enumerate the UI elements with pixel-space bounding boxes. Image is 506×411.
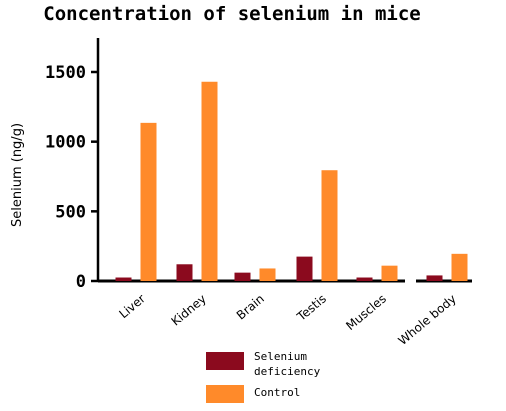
legend-swatch	[206, 385, 244, 403]
legend: Selenium deficiency Control	[206, 350, 321, 403]
x-axis-tick-labels: Liver Kidney Brain Testis Muscles Whole body	[116, 292, 459, 348]
legend-swatch	[206, 352, 244, 370]
bar-control-testis	[321, 170, 338, 281]
bars	[115, 81, 468, 282]
bar-control-brain	[259, 268, 276, 281]
x-tick-label: Kidney	[169, 292, 209, 329]
bar-control-kidney	[201, 81, 218, 282]
legend-label: Control	[254, 386, 300, 399]
x-tick-label: Muscles	[343, 292, 389, 333]
x-tick-label: Testis	[294, 292, 329, 325]
bar-control-liver	[140, 122, 157, 282]
y-tick-label: 1000	[45, 133, 86, 153]
y-axis-ticks: 0 500 1000 1500	[45, 63, 98, 292]
legend-label-line2: deficiency	[254, 365, 321, 378]
x-tick-label: Whole body	[396, 292, 459, 348]
bar-deficiency-brain	[234, 272, 251, 281]
bar-control-muscles	[381, 265, 398, 281]
bar-deficiency-whole-body	[426, 275, 443, 281]
y-axis-label: Selenium (ng/g)	[10, 123, 25, 227]
legend-label: Selenium	[254, 350, 307, 363]
y-tick-label: 0	[76, 272, 86, 292]
bar-control-whole-body	[451, 253, 468, 281]
y-tick-label: 500	[55, 202, 86, 222]
bar-deficiency-testis	[296, 256, 313, 281]
bar-deficiency-liver	[115, 277, 132, 281]
x-tick-label: Brain	[234, 292, 267, 323]
y-tick-label: 1500	[45, 63, 86, 83]
x-tick-label: Liver	[116, 292, 148, 322]
chart-title: Concentration of selenium in mice	[43, 3, 421, 25]
bar-deficiency-muscles	[356, 277, 373, 281]
bar-deficiency-kidney	[176, 264, 193, 281]
